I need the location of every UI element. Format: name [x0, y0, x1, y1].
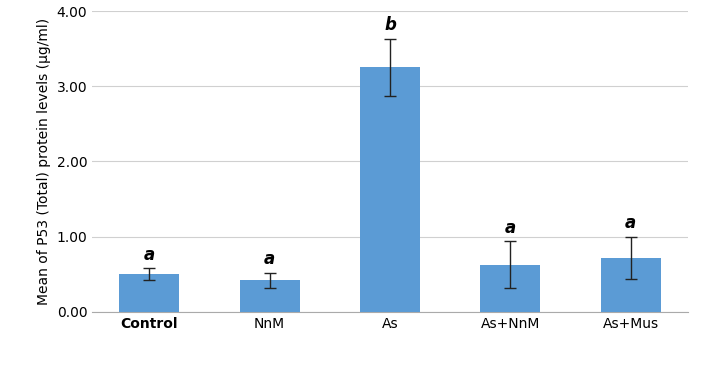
Bar	[480, 265, 540, 312]
Y-axis label: Mean of P53 (Total) protein levels (μg/ml): Mean of P53 (Total) protein levels (μg/m…	[37, 18, 51, 305]
Text: a: a	[625, 214, 636, 232]
Bar	[601, 258, 661, 312]
Bar	[240, 280, 300, 312]
Text: a: a	[505, 219, 516, 237]
Text: b: b	[384, 17, 396, 34]
Bar	[119, 274, 179, 312]
Bar	[360, 68, 420, 312]
Text: a: a	[144, 246, 155, 264]
Text: a: a	[264, 250, 275, 268]
